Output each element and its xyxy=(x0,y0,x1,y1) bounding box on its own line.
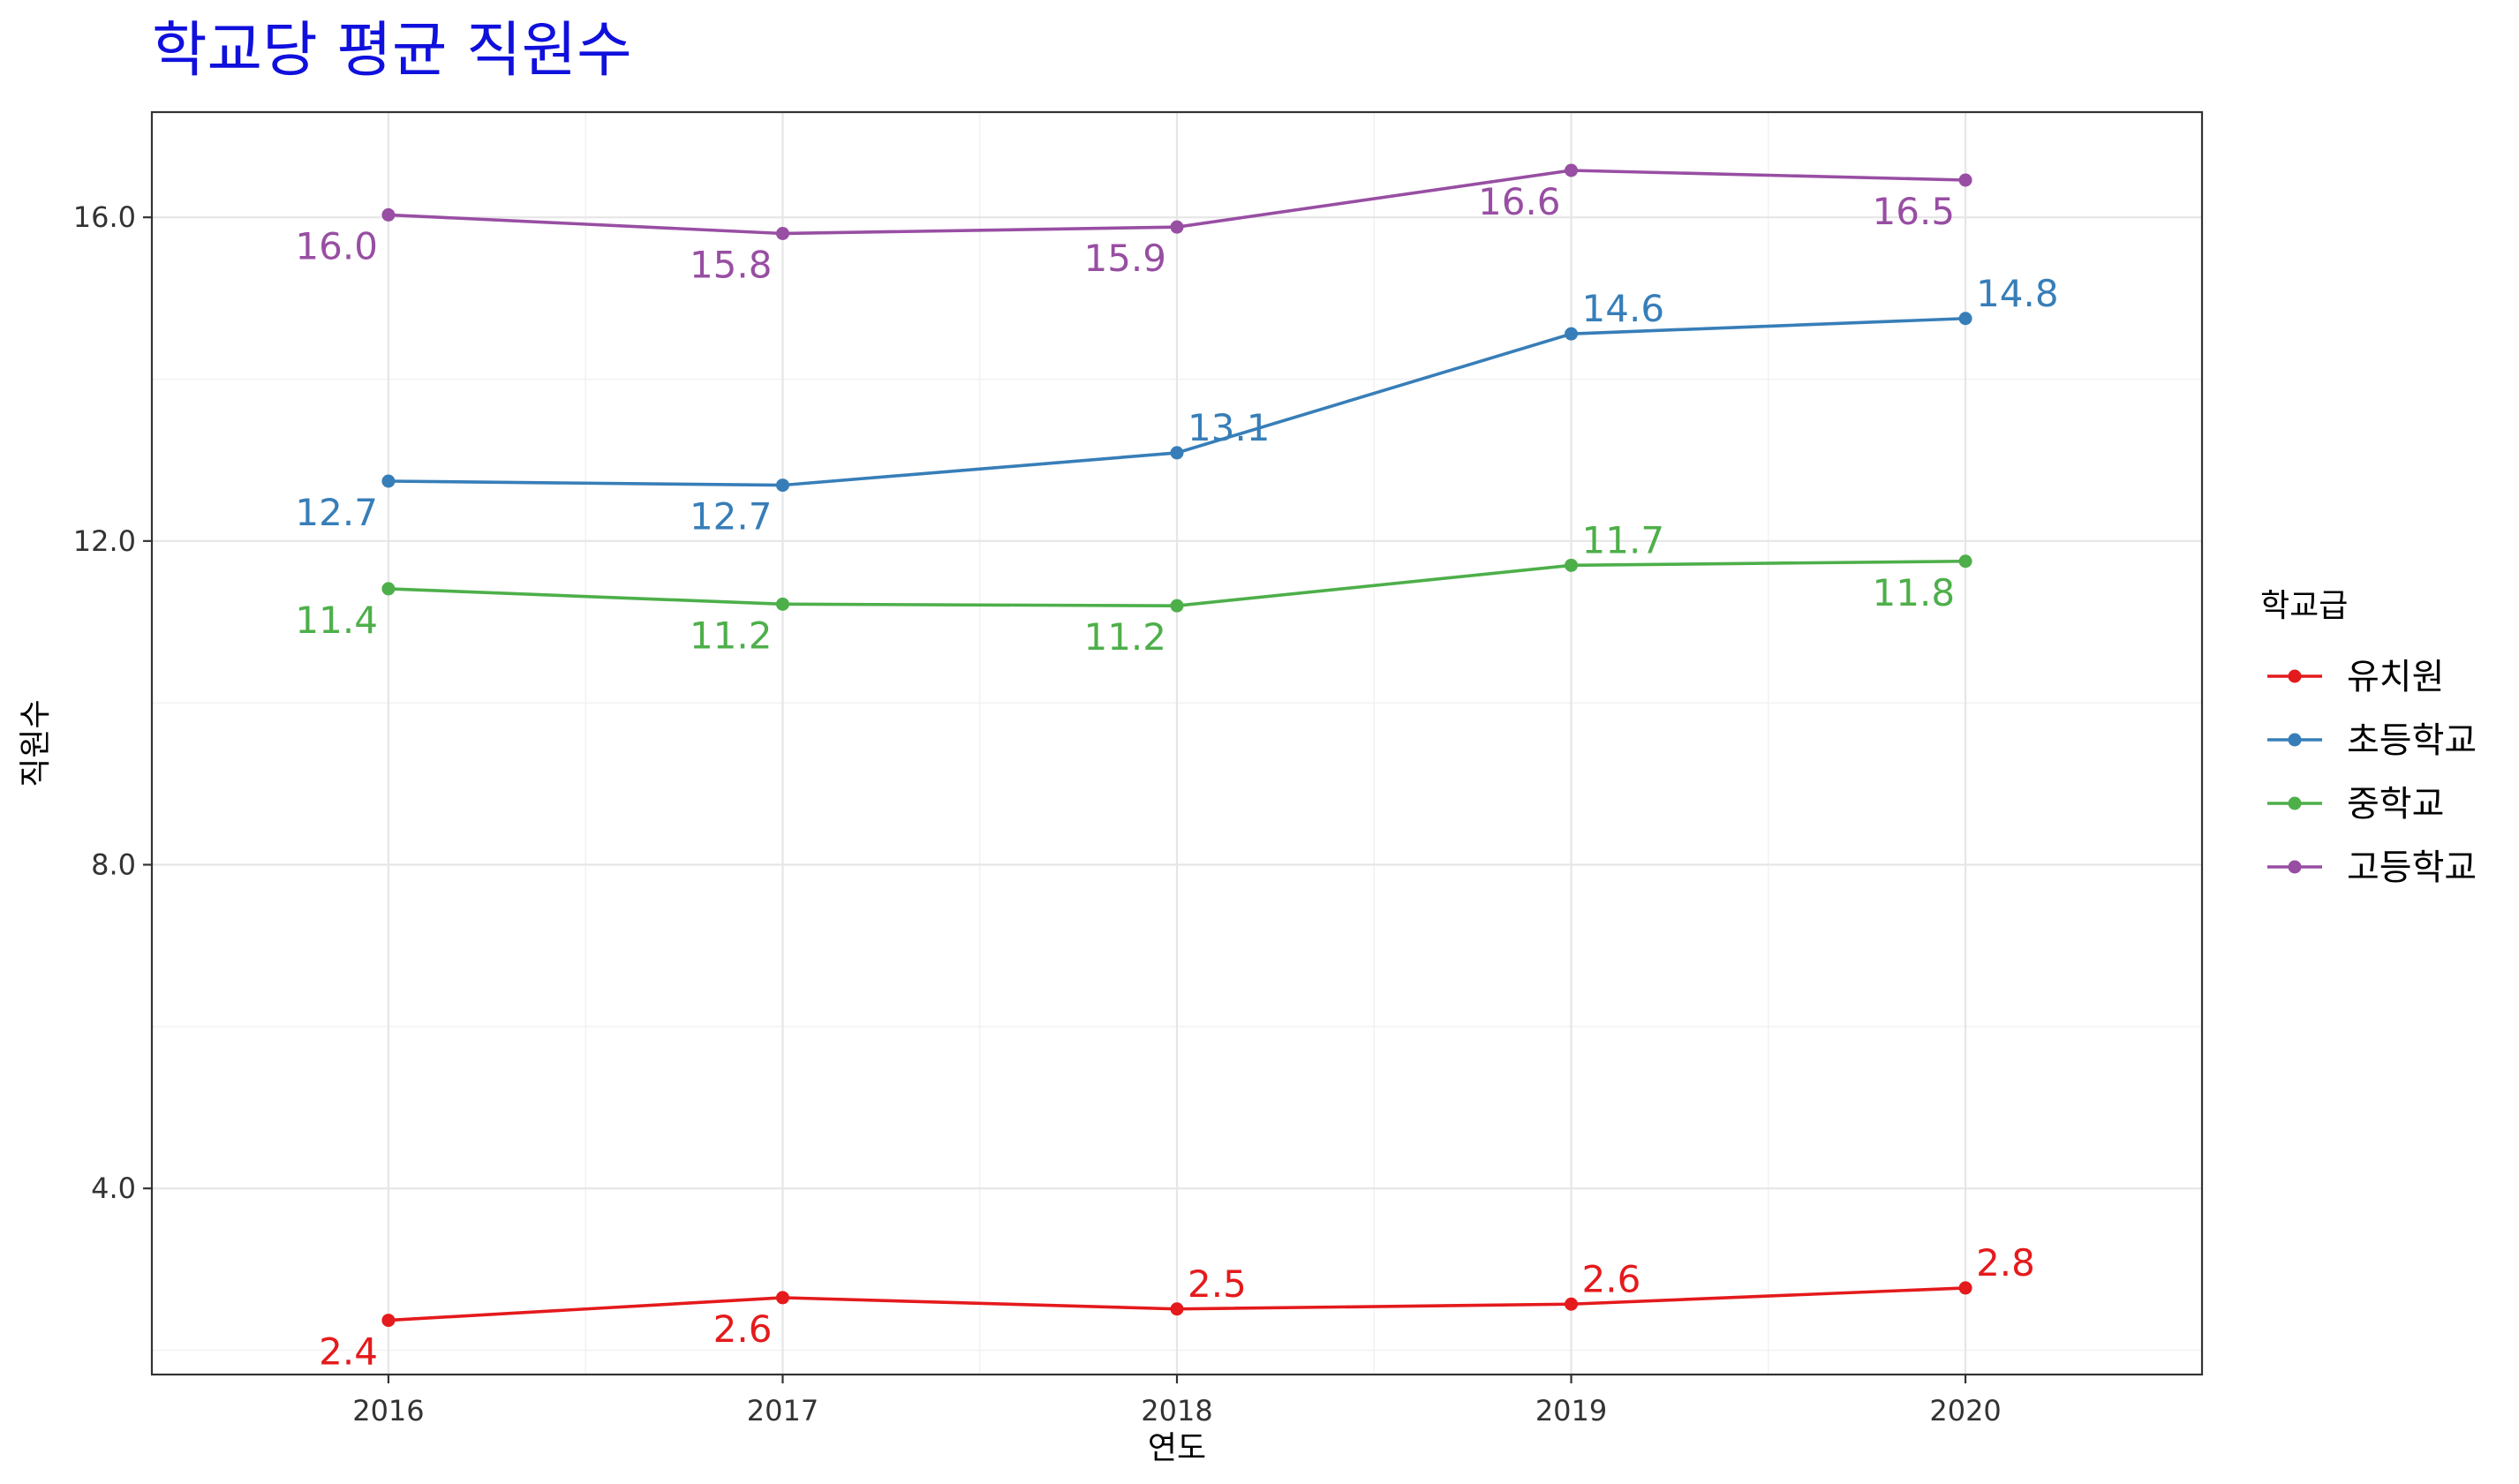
series-1 xyxy=(381,1281,1972,1328)
data-point xyxy=(1565,558,1579,572)
data-point xyxy=(381,207,396,222)
data-label: 12.7 xyxy=(295,491,378,534)
data-label: 2.6 xyxy=(1582,1257,1641,1300)
data-point xyxy=(1958,312,1972,326)
data-label: 11.8 xyxy=(1873,571,1956,614)
data-label: 2.8 xyxy=(1976,1241,2035,1284)
legend-item: 중학교 xyxy=(2267,784,2444,825)
data-label: 11.7 xyxy=(1582,518,1665,561)
series-2 xyxy=(381,312,1972,493)
data-point xyxy=(1170,1302,1184,1316)
data-label: 14.6 xyxy=(1582,287,1665,330)
x-tick-label: 2016 xyxy=(352,1394,424,1428)
data-label: 16.6 xyxy=(1478,180,1561,223)
data-label: 11.4 xyxy=(295,599,378,642)
data-point xyxy=(1958,554,1972,569)
data-point xyxy=(1565,327,1579,341)
x-tick-label: 2020 xyxy=(1929,1394,2001,1428)
legend-title: 학교급 xyxy=(2260,588,2348,624)
x-tick-label: 2017 xyxy=(747,1394,818,1428)
x-tick-label: 2019 xyxy=(1535,1394,1607,1428)
data-label: 16.0 xyxy=(295,224,378,267)
y-tick-label: 8.0 xyxy=(91,848,136,882)
series-3 xyxy=(381,554,1972,613)
data-label: 13.1 xyxy=(1188,406,1271,449)
data-point xyxy=(775,1291,789,1305)
data-label: 2.6 xyxy=(713,1307,773,1351)
legend-label: 고등학교 xyxy=(2347,847,2477,888)
chart-title: 학교당 평균 직원수 xyxy=(152,16,632,86)
data-point xyxy=(1958,1281,1972,1295)
legend-label: 유치원 xyxy=(2347,657,2444,697)
data-label: 2.4 xyxy=(319,1330,378,1374)
data-label: 2.5 xyxy=(1188,1262,1247,1306)
legend-item: 고등학교 xyxy=(2267,847,2477,888)
data-point xyxy=(1565,1297,1579,1311)
legend-label: 중학교 xyxy=(2347,784,2444,825)
data-point xyxy=(381,582,396,596)
legend-key-point xyxy=(2288,733,2302,747)
data-point xyxy=(381,474,396,488)
x-axis-title: 연도 xyxy=(1148,1430,1206,1466)
data-label: 14.8 xyxy=(1976,272,2059,315)
data-point xyxy=(1170,220,1184,234)
series-lines xyxy=(381,163,1972,1328)
data-point xyxy=(1565,163,1579,177)
data-label: 11.2 xyxy=(690,614,773,657)
y-tick-label: 16.0 xyxy=(73,200,136,234)
data-label: 15.9 xyxy=(1083,237,1166,280)
data-label: 12.7 xyxy=(690,495,773,539)
data-point xyxy=(381,1314,396,1328)
legend-key-point xyxy=(2288,669,2302,683)
y-tick-label: 12.0 xyxy=(73,524,136,558)
data-point xyxy=(1958,173,1972,187)
data-point xyxy=(1170,599,1184,613)
legend-label: 초등학교 xyxy=(2347,720,2477,761)
y-axis-title: 직원수 xyxy=(18,699,54,787)
data-label: 16.5 xyxy=(1873,190,1956,233)
grid xyxy=(152,112,2202,1375)
axes: 4.0 8.0 12.0 16.0 2016 2017 2018 2019 2020 xyxy=(73,200,2002,1428)
data-labels: 2.4 2.6 2.5 2.6 2.8 12.7 12.7 13.1 14.6 14.8 11.4 1… xyxy=(295,180,2058,1374)
legend-item: 유치원 xyxy=(2267,657,2444,697)
series-4 xyxy=(381,163,1972,240)
data-point xyxy=(1170,446,1184,460)
legend-key-point xyxy=(2288,796,2302,810)
data-label: 11.2 xyxy=(1083,615,1166,659)
data-point xyxy=(775,478,789,493)
x-tick-label: 2018 xyxy=(1141,1394,1212,1428)
data-point xyxy=(775,227,789,240)
legend-item: 초등학교 xyxy=(2267,720,2477,761)
legend-key-point xyxy=(2288,860,2302,874)
y-tick-label: 4.0 xyxy=(91,1171,136,1205)
data-point xyxy=(775,597,789,611)
data-label: 15.8 xyxy=(690,244,773,287)
